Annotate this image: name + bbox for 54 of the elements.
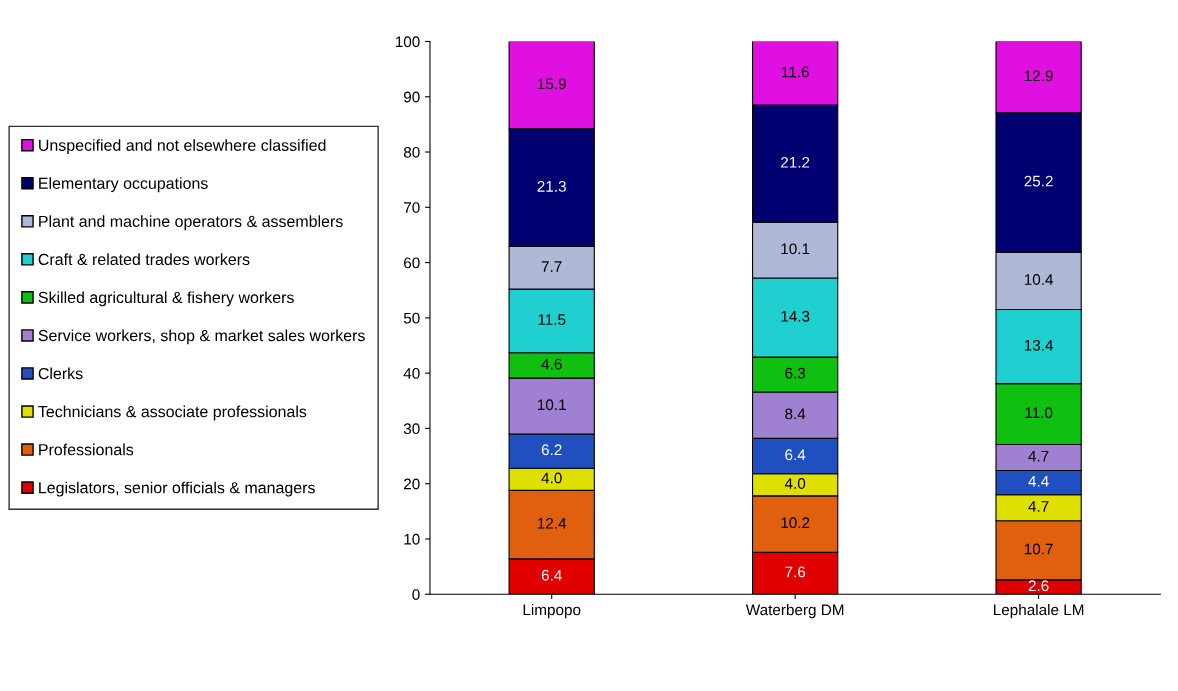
- data-label: 10.2: [781, 517, 810, 529]
- data-label: 4.0: [784, 478, 806, 489]
- y-tick-label: 70: [404, 202, 420, 213]
- x-tick-label: Limpopo: [523, 603, 581, 619]
- data-label: 12.9: [1024, 70, 1053, 82]
- data-label: 21.2: [781, 156, 810, 168]
- data-label: 15.9: [538, 78, 566, 90]
- data-label: 25.2: [1024, 175, 1053, 187]
- data-label: 6.3: [785, 367, 806, 379]
- legend-label: Elementary occupations: [39, 177, 208, 193]
- data-label: 14.3: [781, 310, 810, 322]
- y-tick-label: 10: [404, 533, 420, 545]
- y-tick-label: 50: [403, 312, 420, 324]
- data-label: 4.6: [541, 358, 562, 370]
- legend-label: Plant and machine operators & assemblers: [39, 215, 343, 231]
- data-label: 4.4: [1028, 476, 1049, 487]
- data-label: 10.7: [1024, 543, 1053, 555]
- data-label: 8.4: [785, 408, 806, 420]
- x-tick-label: Waterberg DM: [745, 603, 844, 619]
- data-label: 7.7: [541, 261, 562, 272]
- data-label: 6.4: [785, 449, 806, 461]
- data-label: 12.4: [538, 517, 567, 529]
- legend-label: Unspecified and not elsewhere classified: [39, 139, 326, 155]
- data-label: 21.3: [537, 180, 566, 192]
- data-label: 4.7: [1028, 501, 1049, 512]
- y-tick-label: 90: [403, 91, 420, 103]
- data-label: 4.7: [1028, 450, 1049, 462]
- y-tick-label: 100: [395, 36, 420, 48]
- y-tick-label: 30: [403, 423, 420, 435]
- data-label: 2.6: [1028, 580, 1049, 592]
- data-label: 7.6: [785, 566, 806, 578]
- x-tick-label: Lephalale LM: [993, 603, 1084, 619]
- data-label: 11.5: [538, 314, 566, 325]
- data-label: 6.2: [541, 444, 562, 456]
- legend-label: Legislators, senior officials & managers: [39, 481, 315, 497]
- y-tick-label: 0: [412, 589, 420, 600]
- data-label: 13.4: [1024, 339, 1054, 351]
- legend-label: Technicians & associate professionals: [38, 405, 307, 421]
- data-label: 10.4: [1024, 274, 1054, 285]
- data-label: 4.0: [541, 472, 562, 484]
- data-label: 11.6: [782, 66, 809, 78]
- legend-label: Service workers, shop & market sales workers: [38, 329, 365, 345]
- y-tick-label: 20: [404, 478, 420, 490]
- legend-label: Craft & related trades workers: [38, 253, 250, 266]
- legend-label: Professionals: [39, 443, 134, 456]
- y-tick-label: 60: [404, 257, 420, 269]
- legend-label: Skilled agricultural & fishery workers: [38, 291, 294, 307]
- y-tick-label: 40: [403, 368, 420, 379]
- data-label: 6.4: [541, 569, 562, 581]
- legend-label: Clerks: [38, 367, 83, 380]
- data-label: 10.1: [781, 243, 810, 255]
- data-label: 10.1: [538, 399, 566, 411]
- y-tick-label: 80: [403, 146, 420, 158]
- data-label: 11.0: [1025, 407, 1053, 419]
